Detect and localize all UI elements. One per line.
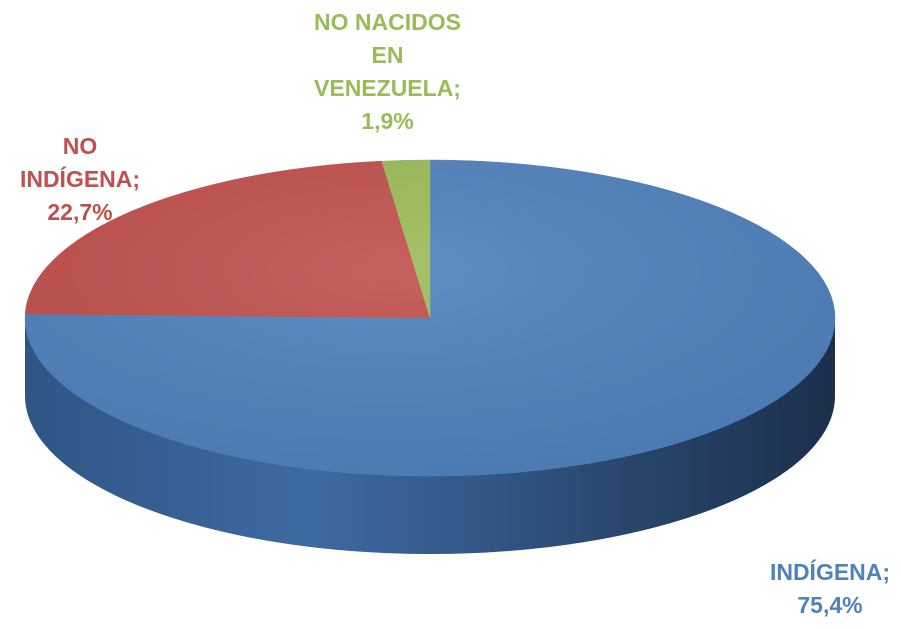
slice-label-indigena: INDÍGENA; 75,4% [769, 559, 891, 618]
pie-3d-body [25, 318, 835, 554]
pie-slices [24, 159, 836, 477]
slice-label-no-indigena: NO INDÍGENA; 22,7% [19, 133, 141, 225]
pie-top-shading [25, 160, 835, 476]
slice-label-no-nacidos: NO NACIDOS EN VENEZUELA; 1,9% [314, 9, 461, 134]
pie-side-wall [25, 318, 835, 554]
